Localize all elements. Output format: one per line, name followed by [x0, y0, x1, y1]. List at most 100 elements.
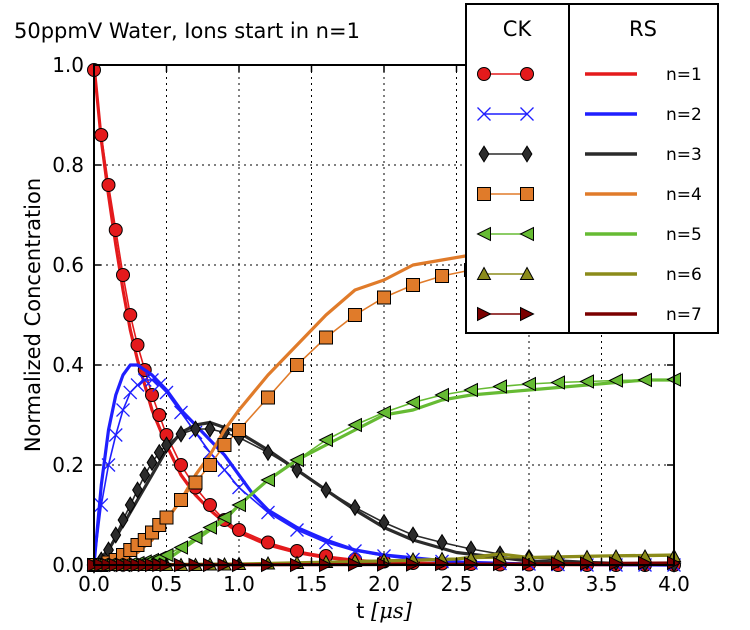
gridlines	[94, 65, 674, 565]
ck-point-n2	[348, 544, 362, 558]
legend-ck-marker-n2	[520, 107, 534, 121]
ck-point-n2	[261, 505, 275, 520]
ck-point-n1	[123, 308, 138, 322]
legend-ck-marker-n6	[476, 266, 492, 281]
ck-point-n4	[348, 308, 362, 322]
ck-point-n3	[161, 436, 172, 454]
ck-point-n3	[190, 420, 201, 438]
ck-point-n5	[318, 432, 333, 448]
ck-point-n7	[551, 556, 566, 571]
ck-point-n4	[232, 423, 246, 437]
y-tick-label: 0.6	[52, 253, 84, 277]
ck-point-n5	[463, 382, 478, 398]
ck-point-n2	[319, 535, 333, 550]
ck-point-n3	[436, 533, 448, 552]
ck-point-n3	[110, 526, 122, 544]
ck-point-n4	[203, 458, 217, 472]
ck-point-n3	[320, 481, 332, 499]
legend-ck-marker-n7	[520, 306, 535, 322]
ck-point-n3	[132, 481, 143, 499]
x-tick-label: 4.0	[658, 572, 690, 596]
legend-ck-marker-n7	[477, 306, 492, 322]
y-tick-label: 0.4	[52, 353, 84, 377]
ck-point-n5	[216, 510, 232, 525]
ck-point-n2	[130, 378, 145, 392]
legend-box	[465, 3, 719, 334]
ck-point-n5	[289, 452, 304, 468]
ck-point-n2	[159, 385, 174, 400]
series-n2	[87, 363, 681, 572]
ck-point-n1	[174, 458, 188, 472]
x-axis-label-text: t	[356, 599, 364, 623]
x-tick-label: 2.0	[368, 572, 400, 596]
ck-point-n3	[378, 513, 390, 532]
ck-point-n3	[204, 420, 216, 438]
chart-title: 50ppmV Water, Ions start in n=1	[14, 19, 360, 43]
ck-point-n7	[580, 556, 595, 571]
ck-point-n1	[116, 268, 130, 282]
ck-point-n1	[203, 498, 217, 512]
ck-point-n2	[232, 480, 246, 495]
legend-label-n4: n=4	[666, 185, 702, 205]
ck-point-n4	[290, 358, 304, 372]
ck-point-n2	[217, 463, 232, 477]
legend-label-n2: n=2	[666, 105, 702, 125]
ck-point-n4	[174, 493, 188, 507]
ck-point-n2	[101, 458, 116, 472]
ck-point-n4	[319, 330, 333, 345]
legend-ck-marker-n4	[520, 187, 534, 201]
ck-point-n2	[116, 403, 130, 417]
y-axis-label: Normalized Concentration	[21, 178, 45, 452]
ck-point-n3	[349, 498, 361, 517]
ck-point-n4	[217, 438, 232, 452]
y-tick-label: 0.2	[52, 453, 84, 477]
x-tick-label: 3.0	[513, 572, 545, 596]
legend-ck-marker-n1	[520, 67, 534, 81]
series-layer	[86, 63, 682, 574]
legend-ck-marker-n2	[477, 107, 491, 121]
legend-label-n6: n=6	[666, 265, 702, 285]
legend-ck-marker-n4	[477, 187, 491, 201]
ck-point-n3	[291, 461, 303, 479]
ck-point-n4	[261, 390, 275, 405]
legend-rs-title: RS	[629, 17, 657, 41]
ck-point-n5	[347, 417, 362, 433]
ck-point-n5	[260, 472, 275, 488]
legend-label-n1: n=1	[666, 65, 702, 85]
ck-point-n5	[550, 375, 565, 390]
ck-point-n3	[153, 443, 165, 462]
legend-ck-marker-n5	[476, 226, 491, 242]
y-tick-label: 0.8	[52, 153, 84, 177]
ck-point-n5	[637, 372, 652, 388]
legend-ck-marker-n3	[521, 145, 533, 163]
x-axis-label: t [μs]	[356, 599, 413, 623]
legend: CK RS n=1 n=2 n=3 n=4 n=5 n=6 n=7	[465, 3, 719, 334]
rs-line-n5	[93, 378, 674, 567]
ck-point-n1	[232, 523, 246, 537]
ck-point-n5	[608, 373, 623, 388]
ck-point-n5	[405, 395, 420, 410]
ck-point-n1	[94, 128, 109, 142]
axis-ticks: 0.0 0.5 1.0 1.5 2.0 2.5 3.0 3.5 4.0 0.0 0.2 0.4 0.6 0…	[52, 53, 690, 596]
x-tick-label: 0.5	[151, 572, 183, 596]
x-tick-label: 1.5	[296, 572, 328, 596]
ck-point-n4	[188, 475, 203, 490]
ck-point-n2	[145, 373, 159, 387]
rs-line-n4	[93, 253, 500, 567]
x-axis-label-unit: [μs]	[371, 599, 413, 623]
ck-point-n4	[406, 278, 420, 292]
ck-point-n4	[159, 510, 174, 525]
legend-ck-marker-n6	[519, 266, 535, 281]
ck-point-n4	[377, 290, 391, 305]
ck-point-n1	[130, 338, 145, 352]
ck-point-n1	[101, 178, 116, 192]
ck-point-n2	[94, 498, 109, 512]
legend-ck-title: CK	[503, 17, 533, 41]
y-tick-label: 1.0	[52, 53, 84, 77]
ck-point-n5	[231, 497, 246, 513]
legend-label-n5: n=5	[666, 225, 702, 245]
ck-point-n2	[108, 428, 123, 442]
ck-point-n2	[174, 405, 188, 420]
ck-point-n1	[261, 535, 275, 550]
